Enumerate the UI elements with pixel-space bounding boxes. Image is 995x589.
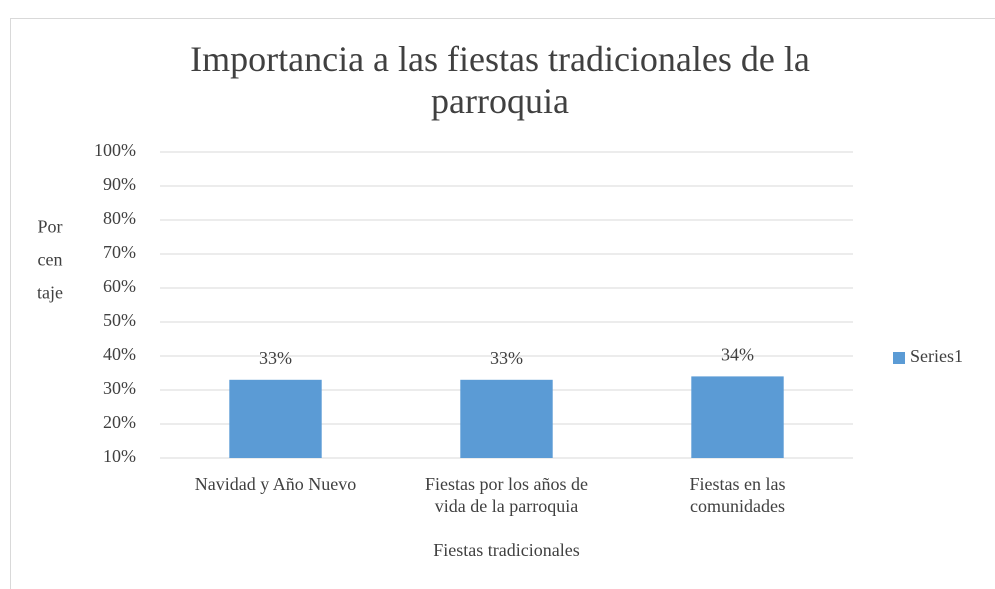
legend-label: Series1: [910, 346, 963, 366]
y-tick-label: 60%: [103, 276, 136, 296]
y-tick-label: 30%: [103, 378, 136, 398]
x-tick-label: Fiestas en las comunidades: [689, 474, 786, 516]
chart-title: Importancia a las fiestas tradicionales …: [190, 39, 810, 121]
x-axis-label: Fiestas tradicionales: [433, 540, 580, 560]
y-tick-label: 90%: [103, 174, 136, 194]
x-tick-label: Fiestas por los años de vida de la parro…: [425, 474, 588, 516]
x-tick-label: Navidad y Año Nuevo: [194, 474, 357, 494]
y-axis-label: Por cen taje: [37, 216, 63, 303]
data-label: 33%: [259, 348, 292, 368]
bar: [691, 376, 784, 458]
y-tick-label: 80%: [103, 208, 136, 228]
y-tick-label: 20%: [103, 412, 136, 432]
chart-border: [10, 18, 995, 589]
y-tick-label: 50%: [103, 310, 136, 330]
y-tick-label: 10%: [103, 446, 136, 466]
y-tick-label: 70%: [103, 242, 136, 262]
y-tick-label: 40%: [103, 344, 136, 364]
data-label: 33%: [490, 348, 523, 368]
y-tick-label: 100%: [94, 140, 136, 160]
bar: [460, 379, 553, 458]
data-label: 34%: [721, 345, 754, 365]
legend-swatch: [893, 352, 905, 364]
bar: [229, 379, 322, 458]
